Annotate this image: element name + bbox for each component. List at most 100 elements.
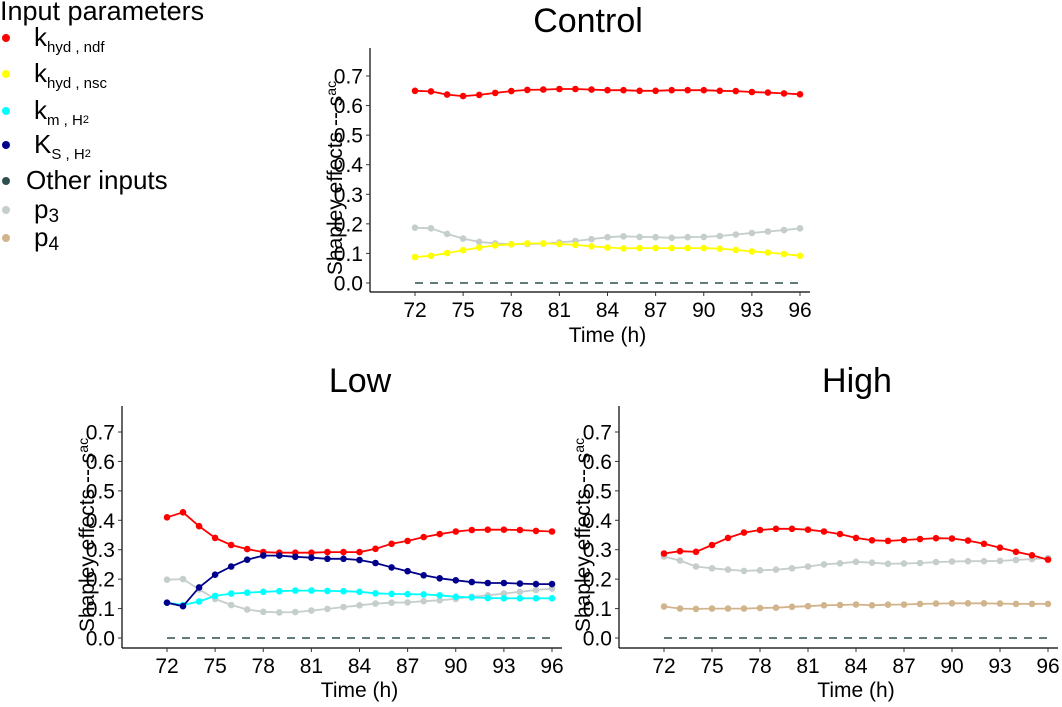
data-point-khyd_nsc bbox=[652, 244, 659, 252]
y-axis-title-subscript: ac bbox=[571, 438, 587, 453]
x-tick-label: 72 bbox=[155, 655, 178, 678]
series-khyd_nsc bbox=[411, 240, 804, 261]
data-point-khyd_ndf bbox=[524, 86, 531, 94]
data-point-khyd_ndf bbox=[796, 91, 804, 98]
data-point-khyd_nsc bbox=[540, 240, 547, 247]
data-point-khyd_ndf bbox=[548, 528, 556, 535]
data-point-p3 bbox=[980, 557, 988, 565]
y-tick-label: 0.2 bbox=[86, 569, 115, 592]
x-tick-label: 81 bbox=[548, 299, 571, 322]
x-tick-label: 75 bbox=[203, 655, 226, 678]
data-point-khyd_ndf bbox=[532, 527, 540, 535]
legend-label-main: K bbox=[34, 129, 52, 159]
legend-label-subscript: S , H bbox=[51, 146, 85, 163]
data-point-khyd_ndf bbox=[404, 537, 411, 545]
data-point-km_H2 bbox=[372, 590, 379, 597]
legend-label-khyd_ndf: khyd , ndf bbox=[34, 24, 105, 61]
data-point-km_H2 bbox=[548, 595, 556, 602]
data-point-p3 bbox=[620, 233, 627, 240]
data-point-p3 bbox=[588, 235, 595, 243]
data-point-p3 bbox=[788, 565, 796, 572]
data-point-khyd_ndf bbox=[836, 530, 844, 538]
data-point-p3 bbox=[948, 558, 956, 565]
data-point-p4 bbox=[884, 601, 892, 608]
data-point-khyd_nsc bbox=[491, 242, 499, 249]
data-point-khyd_ndf bbox=[1012, 548, 1020, 556]
legend-label-subsubscript: 2 bbox=[84, 148, 91, 160]
data-point-KS_H2 bbox=[308, 554, 315, 561]
data-point-khyd_ndf bbox=[500, 526, 508, 533]
data-point-khyd_ndf bbox=[764, 89, 772, 96]
data-point-p3 bbox=[372, 600, 379, 607]
data-point-khyd_ndf bbox=[340, 548, 347, 556]
legend-dot-other bbox=[2, 177, 10, 185]
data-point-khyd_ndf bbox=[1044, 556, 1052, 563]
data-point-khyd_ndf bbox=[652, 87, 659, 95]
data-point-khyd_ndf bbox=[756, 526, 764, 534]
x-tick-label: 72 bbox=[403, 299, 426, 322]
series-KS_H2 bbox=[163, 552, 556, 610]
data-point-p4 bbox=[996, 600, 1004, 607]
data-point-khyd_ndf bbox=[436, 530, 444, 538]
data-point-p3 bbox=[308, 607, 315, 614]
chart-title: High bbox=[822, 362, 892, 400]
data-point-p4 bbox=[692, 605, 700, 613]
data-point-khyd_nsc bbox=[427, 252, 435, 260]
data-point-KS_H2 bbox=[404, 567, 411, 575]
data-point-khyd_ndf bbox=[772, 525, 780, 533]
data-point-p4 bbox=[1028, 600, 1036, 608]
x-tick-label: 93 bbox=[740, 299, 763, 322]
legend-label-subscript: 4 bbox=[48, 234, 60, 255]
x-tick-label: 90 bbox=[444, 655, 467, 678]
legend-label-main: Other inputs bbox=[26, 165, 168, 195]
data-point-khyd_ndf bbox=[211, 534, 219, 542]
data-point-p3 bbox=[676, 557, 684, 564]
data-point-p3 bbox=[276, 609, 283, 616]
x-tick-label: 90 bbox=[692, 299, 715, 322]
y-tick-label: 0.3 bbox=[334, 184, 363, 207]
data-point-p3 bbox=[772, 566, 780, 573]
data-point-KS_H2 bbox=[420, 572, 428, 579]
data-point-KS_H2 bbox=[452, 577, 460, 584]
data-point-km_H2 bbox=[195, 598, 203, 605]
data-point-khyd_ndf bbox=[780, 90, 788, 97]
data-point-khyd_ndf bbox=[163, 514, 171, 521]
data-point-khyd_nsc bbox=[780, 250, 788, 258]
data-point-khyd_ndf bbox=[388, 540, 395, 548]
data-point-p4 bbox=[772, 604, 780, 611]
legend-dot-p4 bbox=[2, 234, 10, 242]
y-axis-title-subscript: ac bbox=[75, 438, 91, 453]
data-point-khyd_ndf bbox=[676, 547, 684, 555]
data-point-p3 bbox=[684, 233, 691, 241]
data-point-p3 bbox=[756, 567, 764, 574]
data-point-khyd_nsc bbox=[700, 244, 708, 252]
x-tick-label: 87 bbox=[892, 655, 915, 678]
data-point-khyd_ndf bbox=[668, 86, 675, 94]
data-point-khyd_ndf bbox=[980, 540, 988, 548]
y-tick-label: 0.4 bbox=[86, 510, 116, 533]
y-axis-title-subscript: ac bbox=[323, 81, 339, 96]
data-point-km_H2 bbox=[452, 593, 460, 601]
data-point-khyd_ndf bbox=[588, 86, 595, 93]
data-point-khyd_nsc bbox=[475, 244, 483, 251]
series-khyd_ndf bbox=[163, 509, 556, 556]
data-point-khyd_nsc bbox=[668, 244, 675, 252]
data-point-p3 bbox=[732, 231, 740, 238]
data-point-khyd_ndf bbox=[420, 533, 428, 541]
data-point-khyd_ndf bbox=[459, 92, 467, 100]
legend-label-main: k bbox=[34, 58, 47, 88]
data-point-khyd_ndf bbox=[179, 509, 187, 516]
data-point-khyd_nsc bbox=[588, 243, 595, 250]
x-axis-title: Time (h) bbox=[321, 679, 398, 702]
legend-label-main: p bbox=[34, 194, 49, 224]
data-point-khyd_nsc bbox=[764, 249, 772, 256]
series-p3 bbox=[660, 553, 1052, 575]
data-point-khyd_ndf bbox=[724, 534, 732, 542]
data-point-KS_H2 bbox=[388, 564, 395, 571]
chart-panel-low: Low 0.0 0.1 0.2 0.3 0.4 0.5 0.6 0.7 72 75 78 81 84 87 9… bbox=[75, 362, 564, 702]
x-tick-label: 78 bbox=[500, 299, 523, 322]
data-point-KS_H2 bbox=[532, 580, 540, 588]
y-axis-title: Shapley effects -- sac bbox=[323, 81, 347, 275]
data-point-khyd_ndf bbox=[716, 87, 724, 95]
